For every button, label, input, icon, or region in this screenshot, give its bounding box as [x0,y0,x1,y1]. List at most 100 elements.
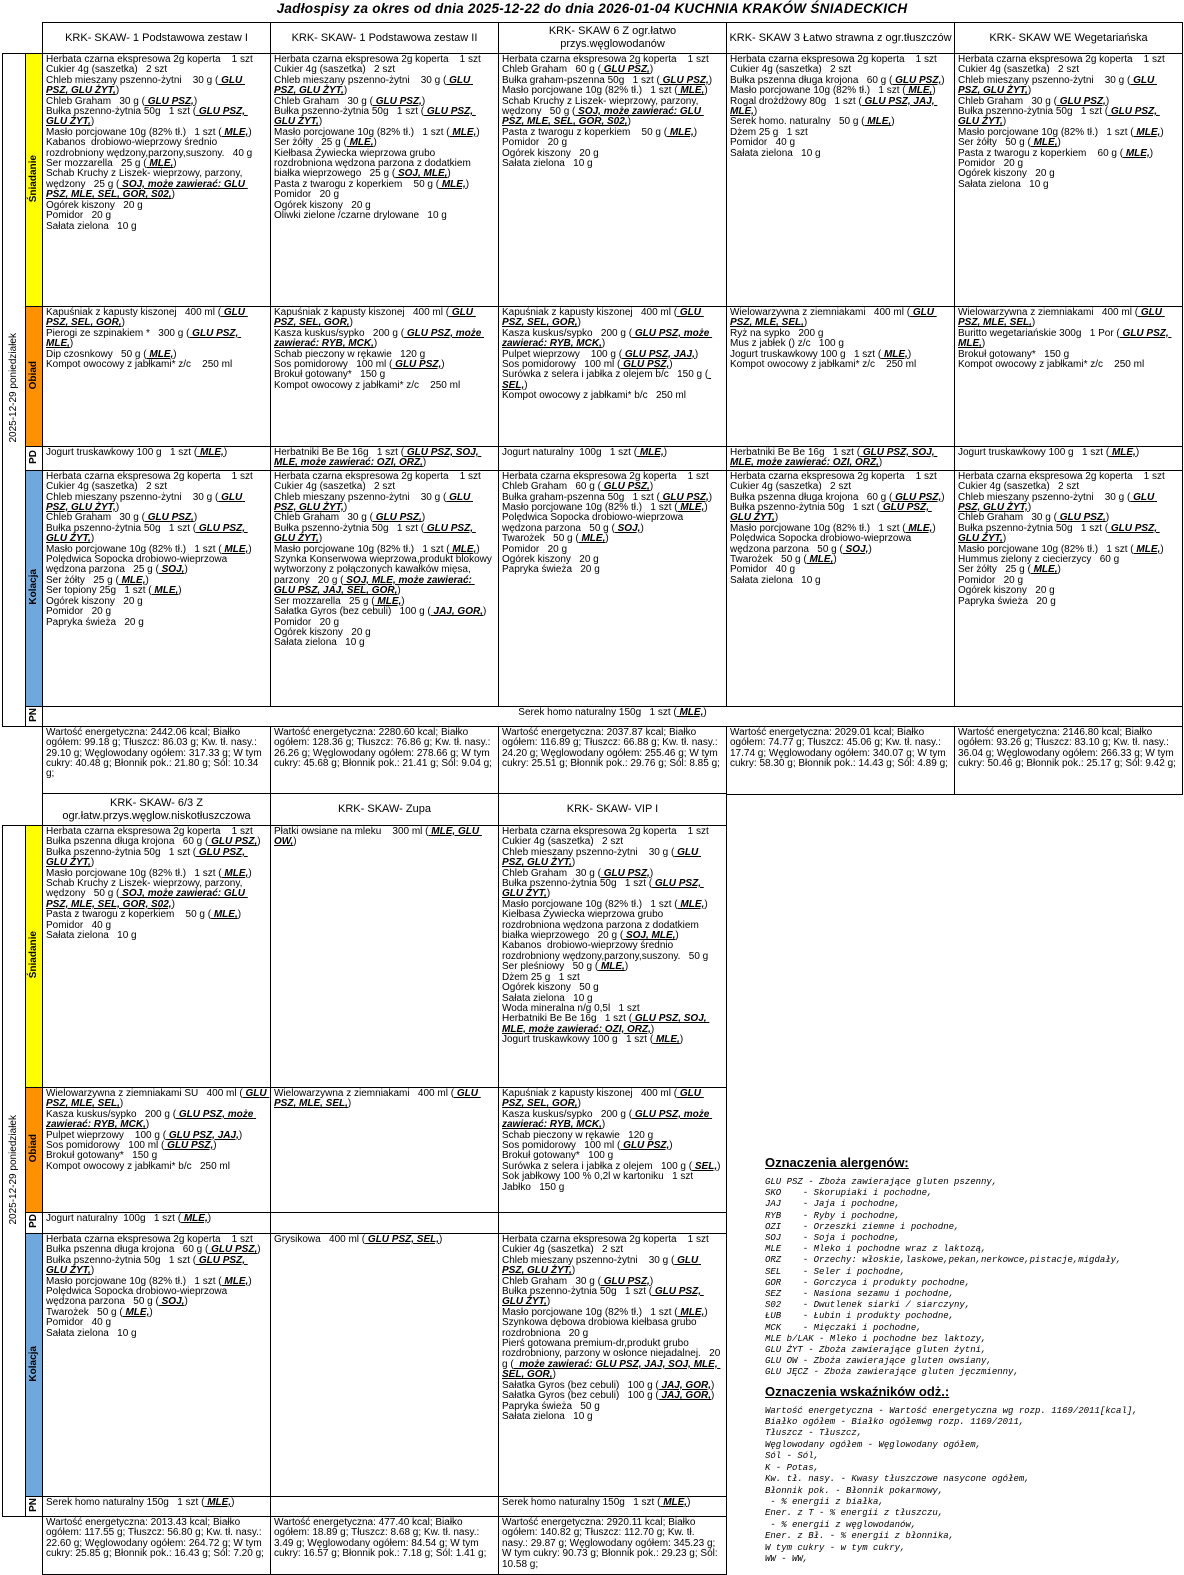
allergen-codes: MLE, [374,595,402,607]
allergen-entry: SKO - Skorupiaki i pochodne, [765,1188,933,1199]
menu-cell: Wielowarzywna z ziemniakami 400 ml ( GLU… [954,306,1183,447]
menu-cell: Herbata czarna ekspresowa 2g koperta 1 s… [270,469,499,707]
allergen-codes: GLU PSZ, [372,95,422,107]
indicator-entry: W tym cukry - w tym cukry, [765,1542,906,1553]
menu-item: Brokuł gotowany* 100 g [502,1150,614,1162]
menu-item: Kiełbasa Żywiecka wieprzowa grubo rozdro… [274,147,474,180]
allergen-codes: GLU PSZ, MLE, [46,327,242,350]
indicator-entry: Sól - Sól, [765,1451,820,1462]
menu-item: Hummus zielony z ciecierzycy 60 g [958,554,1120,566]
menu-item: Sałata zielona 10 g [502,158,593,170]
menu-item: Bułka pszenno-żytnia 50g 1 szt ( GLU PSZ… [958,522,1160,545]
menu-cell: Wielowarzywna z ziemniakami SU 400 ml ( … [42,1087,271,1213]
menu-item: Masło porcjowane 10g (82% tł.) 1 szt ( M… [958,543,1164,555]
allergen-codes: GLU PSZ, SOJ, MLE, może zawierać: OZI, O… [502,1013,710,1035]
menu-item: Sos pomidorowy 100 ml ( GLU PSZ,) [46,1140,217,1152]
allergen-codes: SOJ, [158,564,185,576]
allergen-codes: GLU PSZ, GLU ŻYT, [274,522,476,545]
menu-item: Sałata zielona 10 g [502,992,593,1004]
menu-item: Chleb Graham 30 g ( GLU PSZ,) [274,95,426,107]
menu-cell: Herbata czarna ekspresowa 2g koperta 1 s… [270,53,499,307]
allergen-codes: MLE, [677,1306,705,1318]
allergen-codes: GLU PSZ, GLU ŻYT, [46,74,245,97]
allergen-codes: MLE, [1030,137,1058,149]
column-header: KRK- SKAW WE Wegetariańska [954,22,1183,54]
menu-item: Bułka pszenno-żytnia 50g 1 szt ( GLU PSZ… [502,878,704,900]
menu-item: Ogórek kiszony 20 g [958,585,1055,597]
menu-item: Chleb Graham 30 g ( GLU PSZ,) [46,95,198,107]
allergen-entry: GLU PSZ - Zboża zawierające gluten pszen… [765,1177,998,1187]
menu-item: Pomidor 20 g [958,574,1024,586]
menu-item: Kapuśniak z kapusty kiszonej 400 ml ( GL… [274,307,476,329]
menu-cell: Herbata czarna ekspresowa 2g koperta 1 s… [726,53,955,307]
meal-label-obiad: Obiad [25,306,43,447]
menu-item: Wielowarzywna z ziemniakami SU 400 ml ( … [46,1088,270,1110]
indicator-entry: Ener. z Bł. - % energii z błonnika, [765,1531,955,1542]
allergen-codes: GLU PSZ, może zawierać: RYB, MCK, [502,1108,713,1131]
menu-cell: Jogurt truskawkowy 100 g 1 szt ( MLE,) [42,446,271,471]
menu-item: Pulpet wieprzowy 100 g ( GLU PSZ, JAJ,) [502,348,699,360]
menu-item: Herbata czarna ekspresowa 2g koperta 1 s… [958,470,1165,482]
allergen-codes: GLU PSZ, [892,74,942,86]
menu-item: Kasza kuskus/sypko 200 g ( GLU PSZ, może… [502,1108,713,1131]
menu-item: Kasza kuskus/sypko 200 g ( GLU PSZ, może… [274,327,485,350]
allergen-entry: GLU ŻYT - Zboża zawierające gluten żytni… [765,1345,987,1356]
menu-cell: Herbata czarna ekspresowa 2g koperta 1 s… [498,469,727,707]
menu-item: Chleb Graham 30 g ( GLU PSZ,) [274,512,426,524]
menu-item: Kasza kuskus/sypko 200 g ( GLU PSZ, może… [46,1108,257,1131]
menu-item: Bułka pszenna długa krojona 60 g ( GLU P… [46,1244,261,1256]
menu-item: Twarożek 50 g ( MLE,) [46,1306,153,1318]
menu-item: Bułka graham-pszenna 50g 1 szt ( GLU PSZ… [502,491,713,503]
menu-cell [270,1212,499,1234]
menu-item: Jogurt truskawkowy 100 g 1 szt ( MLE,) [730,348,912,360]
menu-item: Kasza kuskus/sypko 200 g ( GLU PSZ, może… [502,327,713,350]
allergen-codes: MLE, [346,137,374,149]
menu-item: Pomidor 40 g [46,919,112,931]
indicator-entry: Wartość energetyczna - Wartość energetyc… [765,1405,1138,1416]
day-label-text: 2025-12-29 poniedziałek [7,333,19,443]
allergen-codes: SOJ, może zawierać: GLU PSZ, MLE, SEL, G… [46,178,248,201]
menu-item: Cukier 4g (saszetka) 2 szt [502,1244,624,1256]
allergen-entry: ORZ - Orzechy: włoskie,laskowe,pekan,ner… [765,1255,1122,1266]
allergen-codes: MLE, [653,1034,680,1046]
meal-label-text: Kolacja [27,568,39,605]
menu-item: Pomidor 20 g [274,189,340,201]
meal-label-kolacja: Kolacja [25,469,43,707]
allergen-codes: GLU PSZ, [659,74,709,86]
allergen-codes: GLU PSZ, [372,512,422,524]
menu-cell: Kapuśniak z kapusty kiszonej 400 ml ( GL… [42,306,271,447]
menu-item: Herbata czarna ekspresowa 2g koperta 1 s… [274,470,481,482]
meal-label-pn: PN [25,1496,43,1517]
allergen-codes: MLE, [1123,147,1150,159]
menu-item: Herbata czarna ekspresowa 2g koperta 1 s… [730,470,937,482]
allergen-codes: GLU PSZ, [208,1244,258,1256]
menu-item: Serek homo naturalny 150g 1 szt ( MLE,) [502,1497,691,1508]
nutrition-text: Wartość energetyczna: 2920.11 kcal; Biał… [502,1517,718,1570]
menu-item: Masło porcjowane 10g (82% tł.) 1 szt ( M… [958,126,1164,138]
menu-item: Brokuł gotowany* 150 g [274,369,386,381]
menu-item: Twarożek 50 g ( MLE,) [502,533,609,545]
menu-item: Sos pomidorowy 100 ml ( GLU PSZ,) [274,359,445,371]
nutrition-text: Wartość energetyczna: 2146.80 kcal; Biał… [958,726,1176,770]
menu-item: Dżem 25 g 1 szt [730,126,808,138]
meal-label-text: Kolacja [27,1345,39,1382]
menu-item: Oliwki zielone /czarne drylowane 10 g [274,210,447,222]
allergen-codes: JAJ, GOR, [430,606,483,618]
allergen-codes: GLU PSZ, SOJ, MLE, może zawierać: OZI, O… [730,447,938,469]
menu-item: Kompot owocowy z jabłkami* z/c 250 ml [274,379,461,391]
menu-item: Sałata zielona 10 g [274,637,365,649]
allergen-codes: MLE, [1109,447,1136,458]
allergen-codes: MLE, [221,1275,249,1287]
menu-item: Ogórek kiszony 20 g [958,168,1055,180]
menu-item: Kabanos drobiowo-wieprzowy średnio rozdr… [502,940,709,962]
allergen-codes: MLE, [122,1306,150,1318]
menu-item: Brokuł gotowany* 150 g [46,1150,158,1162]
allergen-codes: MLE, [118,574,146,586]
indicator-entry: Błonnik pok. - Błonnik pokarmowy, [765,1485,944,1496]
menu-item: Twarożek 50 g ( MLE,) [730,554,837,566]
allergen-codes: GLU PSZ, [1056,512,1106,524]
allergen-codes: MLE, [905,522,933,534]
menu-cell: Herbata czarna ekspresowa 2g koperta 1 s… [954,53,1183,307]
nutrition-text: Wartość energetyczna: 2037.87 kcal; Biał… [502,726,720,770]
